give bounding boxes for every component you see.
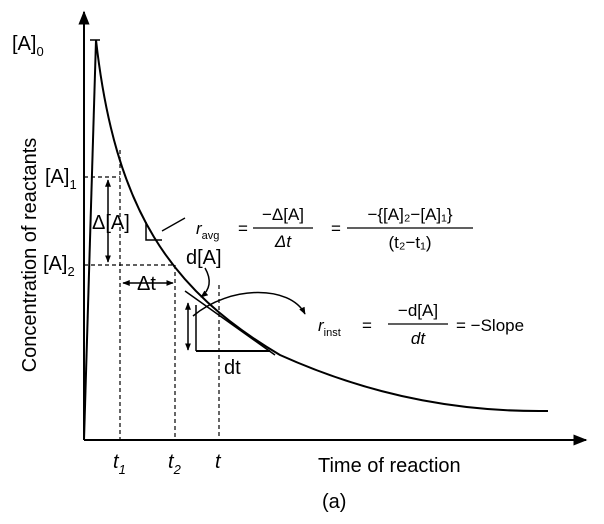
a1-label: [A]1 [45,166,77,192]
r-avg-equals: = [238,219,248,238]
delta-t-label: Δt [137,273,156,295]
r-avg-rhs-numerator: −{[A]₂−[A]₁} [367,205,452,224]
avg-slope-triangle [145,222,162,241]
initial-rise-line [83,39,97,441]
r-avg-numerator: −Δ[A] [262,205,304,224]
r-avg-rhs-equals: = [331,219,341,238]
figure-caption: (a) [322,491,346,513]
r-inst-equals: = [362,316,372,335]
r-inst-numerator: −d[A] [398,301,438,320]
delta-a-label: Δ[A] [92,212,130,234]
d-a-pointer [200,267,210,298]
r-inst-denominator: dt [411,329,426,348]
r-inst-pointer [192,291,306,317]
r-avg-rhs-denominator: (t₂−t₁) [388,233,431,252]
r-avg-pointer [161,217,186,232]
d-a-label: d[A] [186,247,222,269]
r-inst-slope: = −Slope [456,316,524,335]
t1-label: t1 [113,451,126,477]
concentration-curve [95,39,549,413]
tangent-line [184,290,276,356]
r-avg-denominator: Δt [274,232,292,251]
x-axis-title: Time of reaction [318,455,461,477]
y-axis-title: Concentration of reactants [19,138,41,373]
a0-label: [A]0 [12,33,44,59]
guide-lines [84,150,220,440]
a2-label: [A]2 [43,253,75,279]
r-inst-symbol: rinst [318,316,341,339]
t2-label: t2 [168,451,182,477]
dt-label: dt [224,357,241,379]
r-avg-symbol: ravg [196,219,219,242]
t-label: t [215,451,222,473]
